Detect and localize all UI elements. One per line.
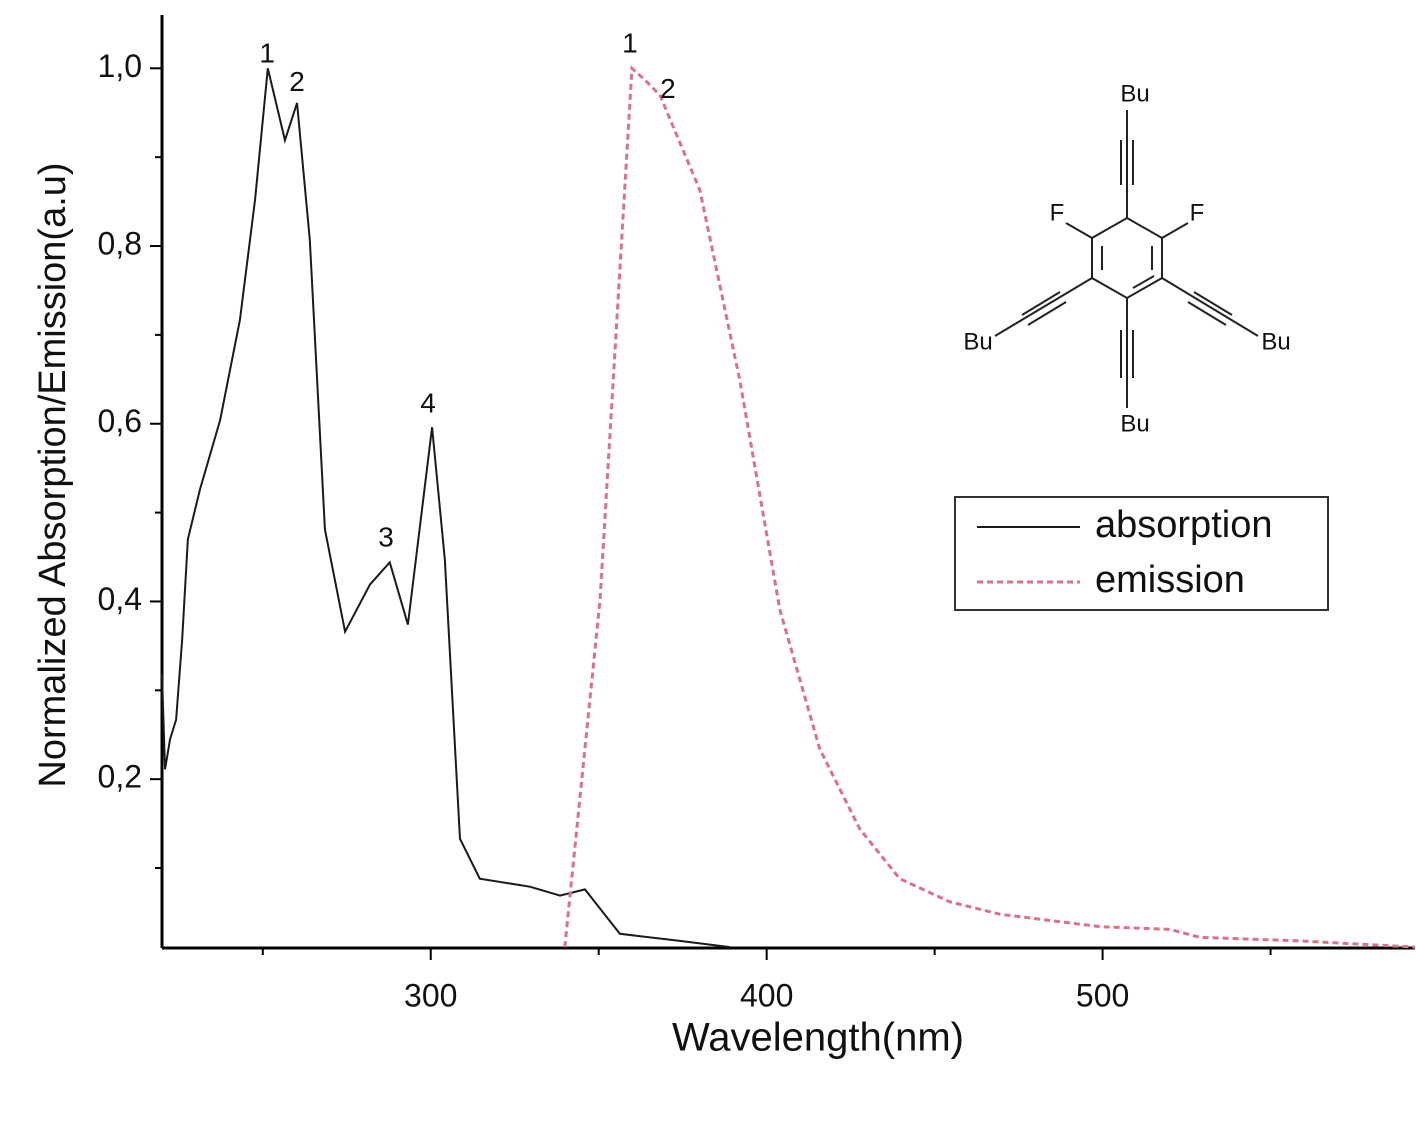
- substituent: Bu: [963, 328, 992, 355]
- structure: Bu F F Bu Bu Bu: [963, 80, 1290, 437]
- substituent: F: [1190, 199, 1205, 226]
- annotation: 1: [259, 37, 275, 68]
- bond: [1027, 301, 1067, 326]
- series-line: [563, 65, 1416, 949]
- y-tick-label: 0,4: [98, 581, 142, 617]
- bond: [1161, 222, 1189, 239]
- y-tick-label: 0,2: [98, 759, 142, 795]
- legend-box: [954, 496, 1329, 611]
- x-tick-label: 300: [404, 977, 457, 1013]
- bond: [1161, 277, 1259, 337]
- x-tick-label: 400: [740, 977, 793, 1013]
- substituent: F: [1050, 199, 1065, 226]
- series-line: [161, 68, 730, 949]
- legend-label: emission: [1095, 559, 1245, 601]
- y-tick-label: 0,6: [98, 403, 142, 439]
- x-tick-label: 500: [1076, 977, 1129, 1013]
- bond: [1187, 301, 1227, 326]
- y-axis-label: Normalized Absorption/Emission(a.u): [32, 162, 74, 787]
- bond: [994, 277, 1093, 337]
- annotation: 1: [622, 28, 638, 59]
- annotation: 4: [420, 387, 436, 418]
- legend-label: absorption: [1095, 504, 1272, 546]
- substituent: Bu: [1120, 410, 1149, 437]
- bond: [1021, 291, 1061, 316]
- x-axis-label: Wavelength(nm): [672, 1016, 964, 1060]
- substituent: Bu: [1261, 328, 1290, 355]
- y-tick-label: 1,0: [98, 48, 142, 84]
- annotation: 2: [289, 66, 305, 97]
- bond: [1065, 222, 1093, 239]
- annotation: 3: [378, 522, 394, 553]
- bond: [1193, 291, 1233, 316]
- y-tick-label: 0,8: [98, 225, 142, 261]
- annotation: 2: [660, 73, 676, 104]
- substituent: Bu: [1120, 80, 1149, 107]
- bond: [1132, 275, 1155, 289]
